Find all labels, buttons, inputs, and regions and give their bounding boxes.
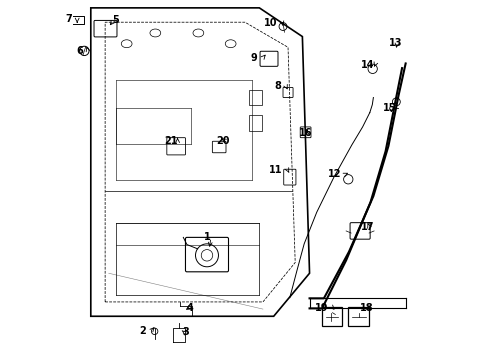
Text: 9: 9 (251, 53, 258, 63)
Text: 16: 16 (299, 129, 313, 138)
Text: 8: 8 (274, 81, 281, 91)
Text: 7: 7 (65, 14, 72, 24)
Text: 17: 17 (361, 222, 374, 231)
Text: 4: 4 (186, 303, 193, 314)
Text: 15: 15 (383, 103, 396, 113)
Bar (322, 307, 342, 326)
Bar (249, 90, 262, 105)
Text: 13: 13 (389, 38, 402, 48)
Text: 21: 21 (164, 136, 177, 146)
Text: 18: 18 (360, 303, 373, 314)
Text: 3: 3 (183, 327, 190, 337)
Text: 1: 1 (204, 232, 211, 242)
Text: 10: 10 (264, 18, 277, 28)
Text: 6: 6 (76, 46, 83, 56)
Text: 14: 14 (361, 60, 375, 70)
Bar (348, 307, 369, 326)
Text: 2: 2 (140, 325, 147, 336)
Text: 12: 12 (328, 168, 342, 179)
Text: 11: 11 (269, 165, 283, 175)
Text: 5: 5 (112, 15, 119, 26)
Bar (249, 115, 262, 131)
Text: 20: 20 (217, 136, 230, 145)
Text: 19: 19 (315, 303, 328, 314)
